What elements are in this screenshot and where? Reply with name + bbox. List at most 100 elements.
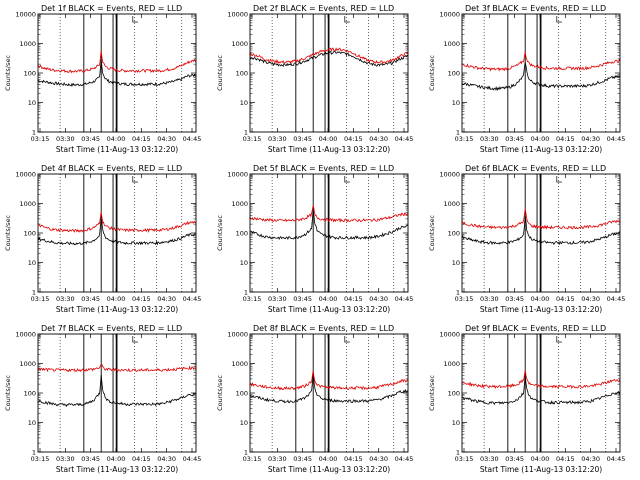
y-tick-label: 10 bbox=[28, 259, 36, 267]
y-axis-label: Counts/sec bbox=[428, 55, 436, 91]
x-tick-label: 03:15 bbox=[31, 135, 50, 143]
bracket-marker bbox=[556, 176, 562, 183]
plot-frame bbox=[249, 173, 409, 293]
x-tick-label: 04:45 bbox=[183, 135, 202, 143]
x-tick-label: 04:00 bbox=[107, 455, 126, 463]
y-axis-label: Counts/sec bbox=[428, 215, 436, 251]
series-events-line bbox=[461, 215, 621, 246]
x-tick-label: 03:15 bbox=[243, 135, 262, 143]
x-tick-label: 03:30 bbox=[480, 455, 499, 463]
y-tick-label: 10000 bbox=[227, 171, 248, 179]
series-lld-line bbox=[37, 363, 197, 373]
y-tick-label: 100 bbox=[24, 390, 36, 398]
panel-title: Det 1f BLACK = Events, RED = LLD bbox=[41, 4, 182, 13]
x-tick-label: 04:15 bbox=[132, 135, 151, 143]
x-tick-label: 03:45 bbox=[81, 455, 100, 463]
x-axis-label: Start Time (11-Aug-13 03:12:20) bbox=[480, 305, 602, 314]
series-events-line bbox=[249, 209, 409, 241]
plot-frame bbox=[249, 13, 409, 133]
y-tick-label: 1000 bbox=[231, 200, 248, 208]
y-tick-label: 1000 bbox=[19, 360, 36, 368]
x-tick-label: 04:00 bbox=[319, 455, 338, 463]
x-tick-label: 04:30 bbox=[157, 295, 176, 303]
y-tick-label: 10000 bbox=[15, 11, 36, 19]
x-tick-label: 03:45 bbox=[293, 295, 312, 303]
y-tick-label: 10 bbox=[240, 419, 248, 427]
y-tick-label: 1 bbox=[244, 289, 248, 297]
x-tick-label: 04:45 bbox=[183, 455, 202, 463]
panel-det-7: Det 7f BLACK = Events, RED = LLD Counts/s… bbox=[4, 324, 201, 474]
y-tick-label: 100 bbox=[236, 230, 248, 238]
y-tick-label: 100 bbox=[236, 390, 248, 398]
x-tick-label: 04:15 bbox=[556, 295, 575, 303]
x-tick-label: 04:45 bbox=[183, 295, 202, 303]
x-axis-label: Start Time (11-Aug-13 03:12:20) bbox=[56, 465, 178, 474]
x-tick-label: 04:00 bbox=[531, 135, 550, 143]
x-axis-label: Start Time (11-Aug-13 03:12:20) bbox=[56, 145, 178, 154]
y-tick-label: 1 bbox=[456, 449, 460, 457]
series-lld-line bbox=[37, 50, 197, 74]
panel-title: Det 3f BLACK = Events, RED = LLD bbox=[465, 4, 606, 13]
y-tick-label: 1000 bbox=[19, 40, 36, 48]
x-tick-label: 04:30 bbox=[157, 455, 176, 463]
panel-title: Det 2f BLACK = Events, RED = LLD bbox=[253, 4, 394, 13]
panel-det-8: Det 8f BLACK = Events, RED = LLD Counts/s… bbox=[216, 324, 413, 474]
series-events-line bbox=[461, 374, 621, 405]
x-tick-label: 04:45 bbox=[607, 295, 626, 303]
bracket-marker bbox=[132, 176, 138, 183]
x-tick-label: 03:15 bbox=[31, 295, 50, 303]
y-tick-label: 10 bbox=[452, 259, 460, 267]
x-tick-label: 04:15 bbox=[556, 455, 575, 463]
x-tick-label: 03:30 bbox=[56, 295, 75, 303]
y-tick-label: 100 bbox=[24, 230, 36, 238]
x-tick-label: 04:45 bbox=[395, 295, 414, 303]
x-tick-label: 04:45 bbox=[395, 455, 414, 463]
x-tick-label: 04:00 bbox=[319, 135, 338, 143]
y-tick-label: 10 bbox=[240, 259, 248, 267]
x-tick-label: 04:30 bbox=[369, 135, 388, 143]
x-tick-label: 04:15 bbox=[132, 295, 151, 303]
series-events-line bbox=[249, 373, 409, 404]
x-tick-label: 03:15 bbox=[31, 455, 50, 463]
y-tick-label: 10 bbox=[240, 99, 248, 107]
x-tick-label: 04:00 bbox=[107, 295, 126, 303]
panel-det-9: Det 9f BLACK = Events, RED = LLD Counts/s… bbox=[428, 324, 625, 474]
series-lld-line bbox=[461, 51, 621, 72]
x-tick-label: 04:00 bbox=[531, 455, 550, 463]
x-tick-label: 04:45 bbox=[395, 135, 414, 143]
y-axis-label: Counts/sec bbox=[216, 215, 224, 251]
series-lld-line bbox=[249, 370, 409, 391]
x-tick-label: 03:15 bbox=[243, 295, 262, 303]
series-events-line bbox=[37, 217, 197, 246]
series-lld-line bbox=[461, 370, 621, 390]
y-tick-label: 1 bbox=[456, 129, 460, 137]
y-axis-label: Counts/sec bbox=[428, 375, 436, 411]
x-tick-label: 04:15 bbox=[132, 455, 151, 463]
x-tick-label: 04:00 bbox=[107, 135, 126, 143]
x-axis-label: Start Time (11-Aug-13 03:12:20) bbox=[268, 305, 390, 314]
x-tick-label: 03:45 bbox=[505, 135, 524, 143]
bracket-marker bbox=[556, 336, 562, 343]
y-tick-label: 100 bbox=[448, 390, 460, 398]
x-axis-label: Start Time (11-Aug-13 03:12:20) bbox=[268, 145, 390, 154]
x-tick-label: 03:30 bbox=[56, 135, 75, 143]
x-tick-label: 03:30 bbox=[268, 295, 287, 303]
x-tick-label: 03:45 bbox=[81, 135, 100, 143]
y-tick-label: 10000 bbox=[15, 171, 36, 179]
series-events-line bbox=[461, 62, 621, 92]
x-tick-label: 03:45 bbox=[293, 455, 312, 463]
plot-frame bbox=[37, 333, 197, 453]
series-lld-line bbox=[249, 205, 409, 223]
x-tick-label: 04:00 bbox=[319, 295, 338, 303]
bracket-marker bbox=[132, 336, 138, 343]
x-tick-label: 03:15 bbox=[455, 455, 474, 463]
y-tick-label: 100 bbox=[24, 70, 36, 78]
x-tick-label: 03:45 bbox=[505, 455, 524, 463]
y-tick-label: 1 bbox=[244, 449, 248, 457]
x-tick-label: 04:30 bbox=[581, 135, 600, 143]
panel-title: Det 9f BLACK = Events, RED = LLD bbox=[465, 324, 606, 333]
x-tick-label: 03:30 bbox=[56, 455, 75, 463]
y-tick-label: 1 bbox=[244, 129, 248, 137]
bracket-marker bbox=[344, 176, 350, 183]
x-tick-label: 03:30 bbox=[268, 135, 287, 143]
